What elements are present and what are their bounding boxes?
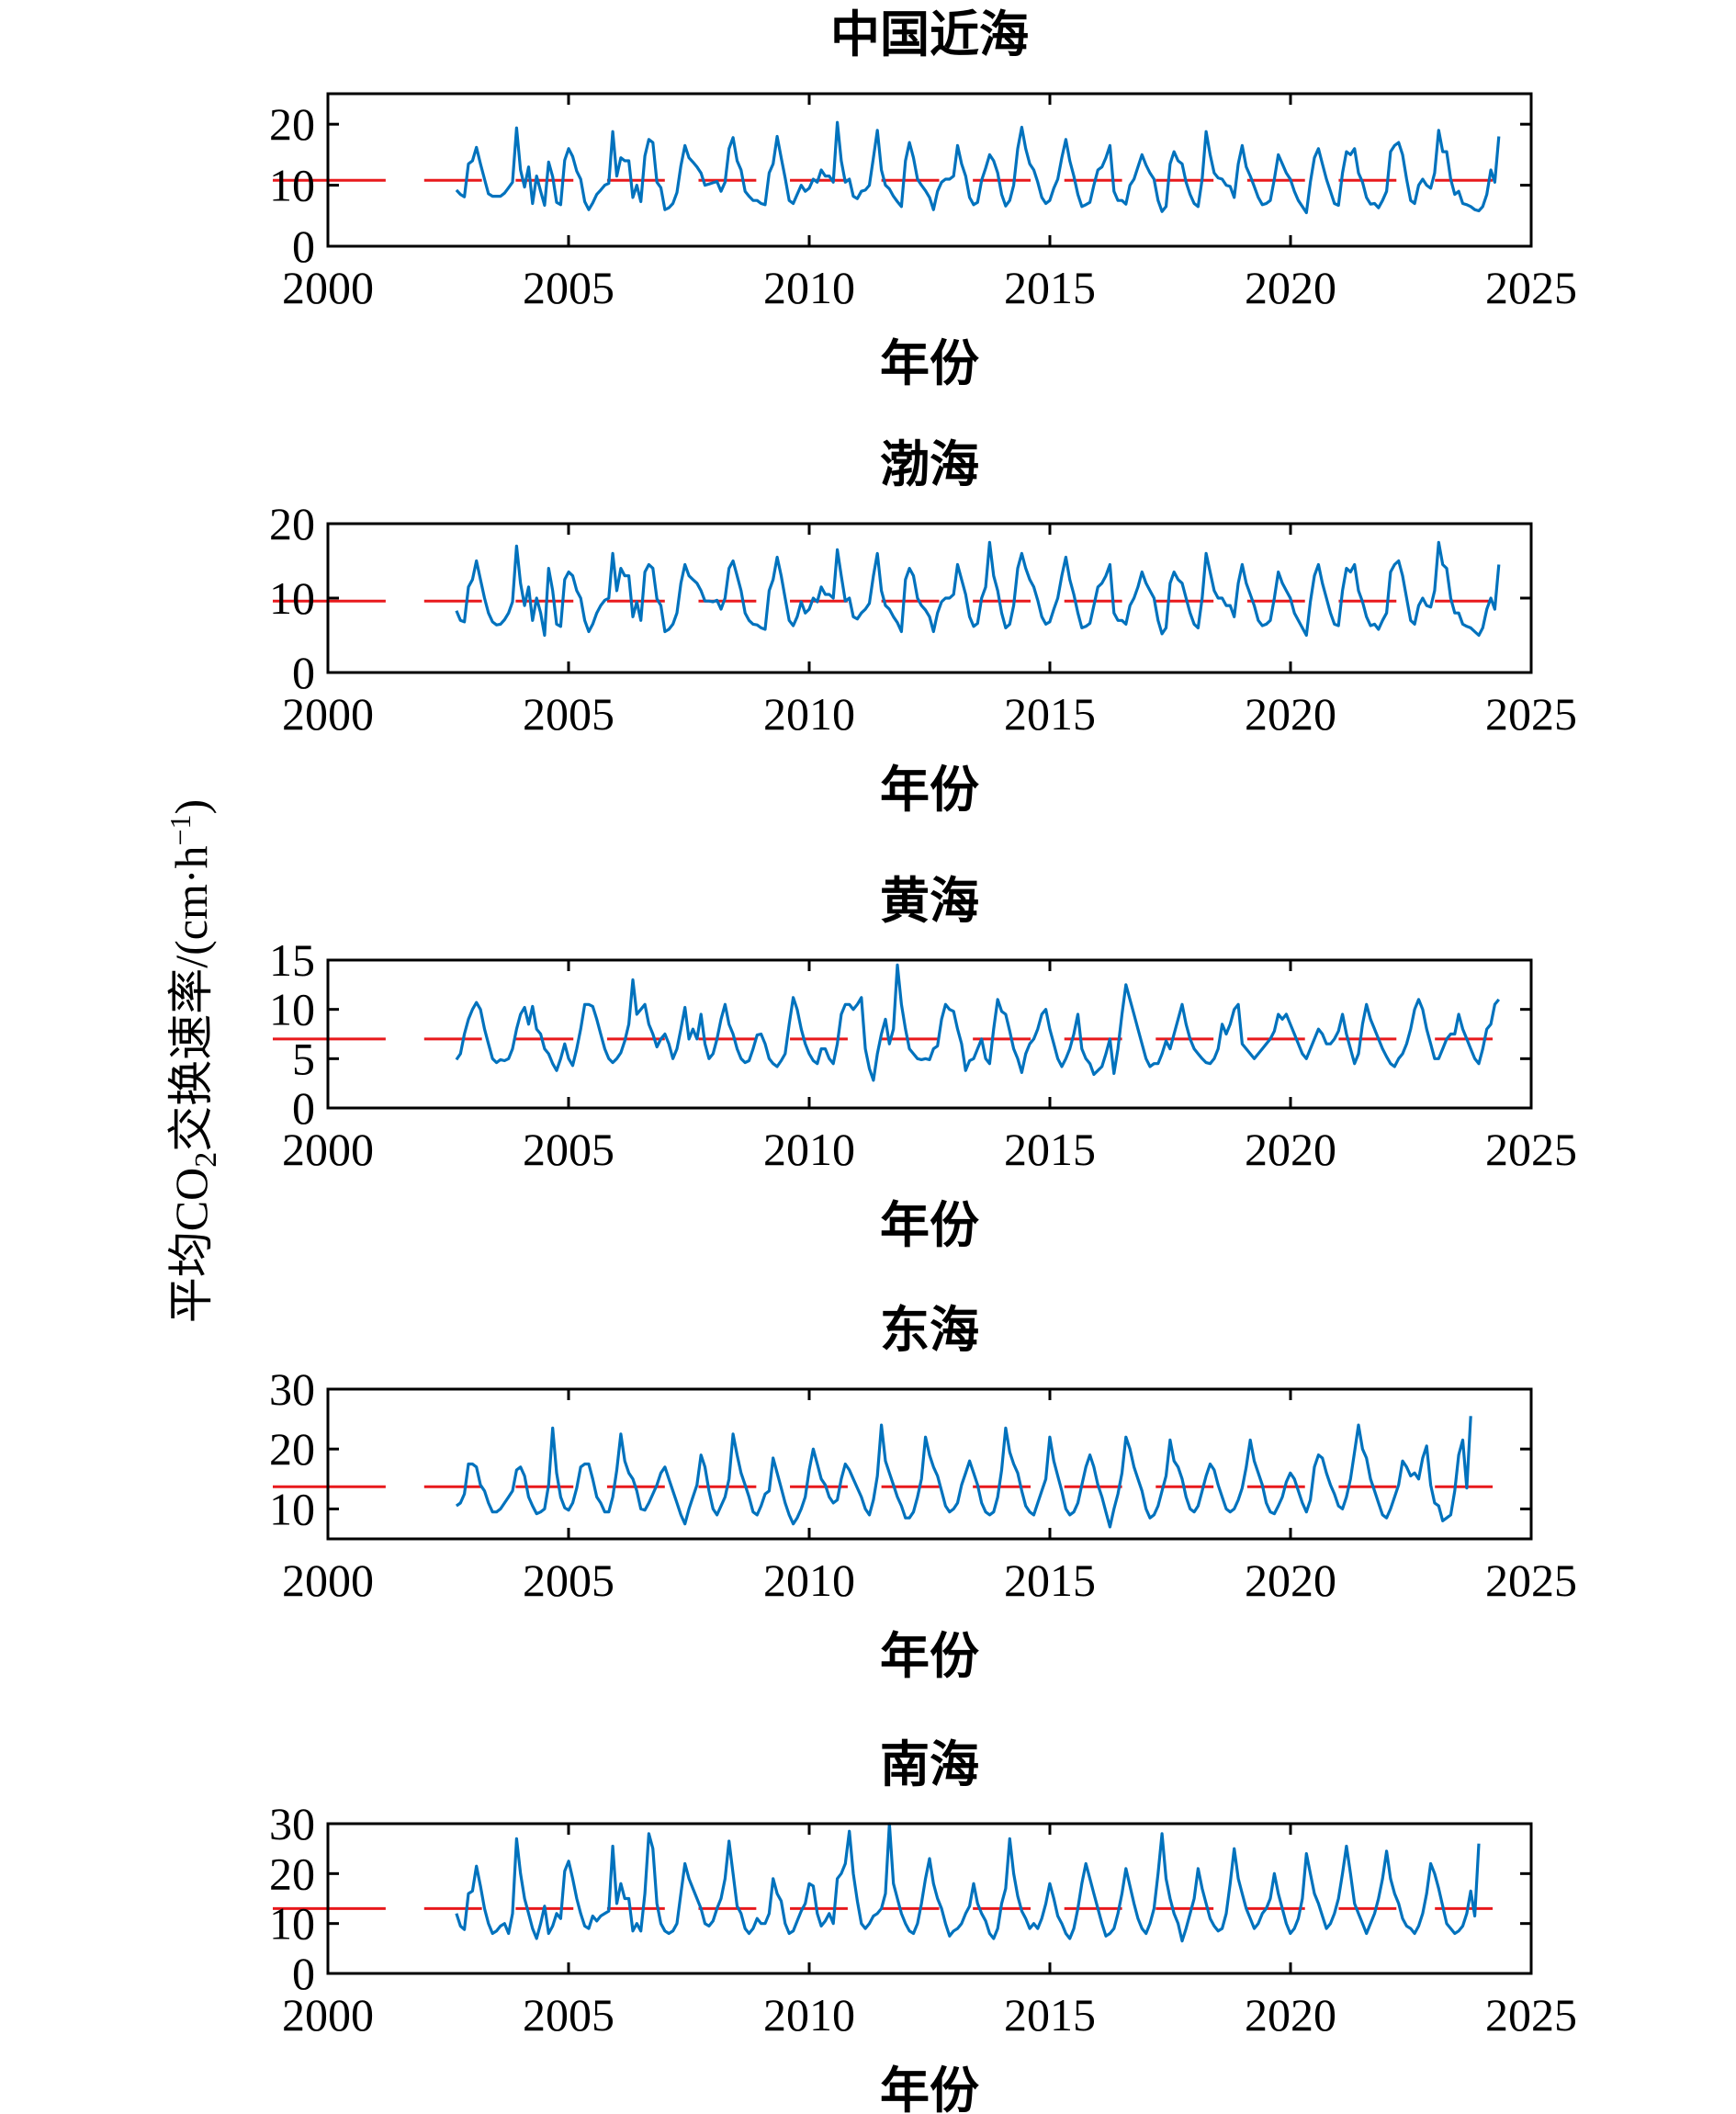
y-axis-label-superscript: −1 [163,814,197,845]
chart-panel: 东海 2000 2005 2010 2015 2020 2025 10 20 30 年份 [269,1303,1577,1684]
y-tick-label: 10 [269,984,315,1035]
x-tick-label: 2010 [763,262,855,313]
y-axis-label-close: ) [165,799,217,815]
x-tick-label: 2000 [282,1124,374,1175]
plot-frame [326,958,1533,1110]
x-tick-label: 2005 [523,1989,614,2041]
plot-frame [326,1387,1533,1541]
x-tick-label: 2025 [1485,1989,1577,2041]
chart-panel: 中国近海 2000 2005 2010 2015 2020 2025 0 10 20 年份 [269,7,1577,391]
series-line [455,1416,1472,1529]
x-axis-label: 年份 [880,1198,979,1253]
chart-title: 渤海 [880,437,979,492]
y-axis-label-rest: 交换速率/(cm·h [165,845,217,1151]
x-tick-label: 2000 [282,1989,374,2041]
x-tick-label: 2020 [1245,262,1336,313]
x-tick-label: 2005 [523,1554,614,1606]
x-tick-label: 2005 [523,1124,614,1175]
y-tick-label: 20 [269,1423,315,1475]
x-tick-label: 2015 [1004,688,1096,740]
series-line [455,120,1501,215]
x-tick-label: 2005 [523,262,614,313]
x-tick-label: 2025 [1485,688,1577,740]
chart-title: 南海 [880,1737,979,1792]
x-tick-label: 2015 [1004,1554,1096,1606]
x-tick-label: 2000 [282,688,374,740]
x-tick-label: 2025 [1485,1124,1577,1175]
series-line [455,540,1501,638]
x-tick-label: 2015 [1004,1124,1096,1175]
chart-title: 东海 [880,1303,979,1358]
plot-frame [326,92,1533,248]
y-tick-label: 20 [269,498,315,549]
y-tick-label: 0 [292,647,315,698]
y-tick-label: 5 [292,1033,315,1084]
x-tick-label: 2020 [1245,1554,1336,1606]
x-tick-label: 2015 [1004,262,1096,313]
y-tick-label: 20 [269,1848,315,1899]
x-tick-label: 2015 [1004,1989,1096,2041]
y-tick-label: 0 [292,220,315,272]
series-line [455,1822,1481,1943]
y-tick-label: 10 [269,572,315,624]
x-axis-label: 年份 [880,2063,979,2114]
plot-frame [326,522,1533,674]
x-tick-label: 2000 [282,1554,374,1606]
x-tick-label: 2020 [1245,688,1336,740]
chart-title: 中国近海 [830,7,1029,62]
x-tick-label: 2010 [763,1554,855,1606]
chart-panel: 渤海 2000 2005 2010 2015 2020 2025 0 10 20 年份 [269,437,1577,818]
x-axis-label: 年份 [880,1629,979,1684]
x-tick-label: 2005 [523,688,614,740]
y-axis-label-main: 平均CO [165,1168,217,1323]
y-tick-label: 30 [269,1798,315,1849]
y-tick-label: 10 [269,1483,315,1534]
y-tick-label: 10 [269,160,315,211]
y-tick-label: 0 [292,1948,315,1999]
x-tick-label: 2010 [763,1989,855,2041]
x-tick-label: 2020 [1245,1989,1336,2041]
x-axis-label: 年份 [880,336,979,391]
y-tick-label: 0 [292,1082,315,1134]
x-tick-label: 2020 [1245,1124,1336,1175]
x-axis-label: 年份 [880,763,979,818]
x-tick-label: 2010 [763,1124,855,1175]
y-tick-label: 20 [269,98,315,150]
series-line [455,963,1501,1082]
y-tick-label: 15 [269,934,315,986]
y-tick-label: 10 [269,1898,315,1950]
x-tick-label: 2025 [1485,1554,1577,1606]
y-axis-label-subscript: 2 [189,1152,223,1168]
chart-title: 黄海 [880,874,979,929]
y-axis-label: 平均CO2交换速率/(cm·h−1) [163,799,223,1323]
x-tick-label: 2000 [282,262,374,313]
x-tick-label: 2025 [1485,262,1577,313]
x-tick-label: 2010 [763,688,855,740]
y-tick-label: 30 [269,1363,315,1415]
plot-frame [326,1822,1533,1975]
